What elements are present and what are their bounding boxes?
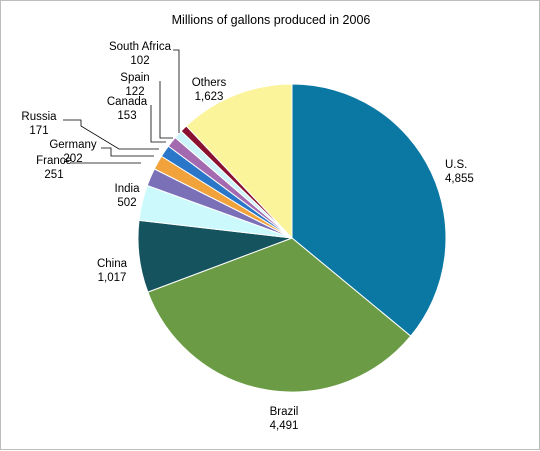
leader-line-spain <box>159 81 173 139</box>
slice-value-germany: 202 <box>63 153 82 165</box>
chart-title: Millions of gallons produced in 2006 <box>172 13 371 27</box>
slice-labels: U.S. 4,855 Brazil 4,491 China 1,017 India 502 Fr… <box>21 41 473 432</box>
slice-label-germany: Germany <box>49 139 97 151</box>
slice-value-u-s: 4,855 <box>445 173 474 185</box>
slice-value-others: 1,623 <box>195 91 224 103</box>
slice-value-brazil: 4,491 <box>270 420 299 432</box>
slice-value-india: 502 <box>117 197 136 209</box>
slice-label-u-s: U.S. <box>445 159 467 171</box>
pie-slice-brazil <box>147 237 412 393</box>
slice-label-south-africa: South Africa <box>109 41 172 53</box>
slice-label-france: France <box>36 155 72 167</box>
leader-line-germany <box>101 147 154 157</box>
slice-label-india: India <box>115 183 141 195</box>
leader-line-canada <box>150 105 166 143</box>
slice-value-china: 1,017 <box>98 272 127 284</box>
slice-value-canada: 153 <box>117 110 136 122</box>
slice-label-spain: Spain <box>120 72 149 84</box>
slice-value-south-africa: 102 <box>130 55 149 67</box>
pie-slice-others <box>185 83 293 240</box>
slice-label-others: Others <box>192 77 227 89</box>
slice-label-brazil: Brazil <box>270 406 299 418</box>
leader-lines <box>63 49 180 164</box>
slice-value-spain: 122 <box>125 86 144 98</box>
slice-label-china: China <box>97 258 128 270</box>
leader-line-south-africa <box>173 49 180 133</box>
pie-slices <box>137 83 447 393</box>
pie-slice-u-s <box>291 83 447 337</box>
slice-value-russia: 171 <box>29 125 48 137</box>
leader-line-russia <box>63 119 159 150</box>
slice-label-russia: Russia <box>21 111 57 123</box>
slice-label-canada: Canada <box>107 96 148 108</box>
slice-value-france: 251 <box>44 169 63 181</box>
